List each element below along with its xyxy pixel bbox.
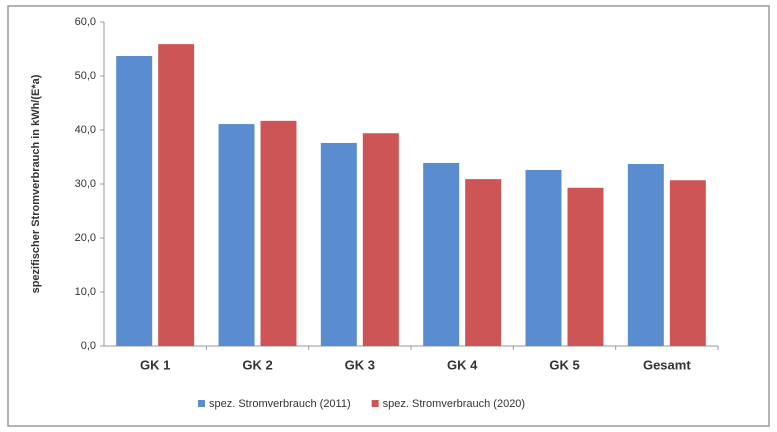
bar (627, 164, 664, 346)
y-tick-label: 10,0 (75, 286, 96, 298)
y-axis-label: spezifischer Stromverbrauch in kWh/(E*a) (30, 74, 42, 293)
bar (320, 142, 357, 346)
x-tick-label: GK 1 (140, 357, 170, 372)
bar (158, 44, 195, 346)
x-tick-label: GK 3 (345, 357, 375, 372)
bar (423, 162, 460, 346)
bar (567, 187, 604, 346)
legend-swatch (198, 400, 205, 407)
y-tick-label: 30,0 (75, 178, 96, 190)
legend-label: spez. Stromverbrauch (2020) (383, 398, 525, 410)
y-tick-label: 20,0 (75, 232, 96, 244)
y-tick-label: 50,0 (75, 70, 96, 82)
x-tick-label: Gesamt (643, 357, 691, 372)
bar (218, 124, 255, 346)
bar (465, 179, 502, 346)
bar (669, 180, 706, 346)
x-tick-label: GK 5 (549, 357, 579, 372)
legend-label: spez. Stromverbrauch (2011) (209, 398, 351, 410)
y-tick-label: 60,0 (75, 16, 96, 28)
legend-swatch (371, 400, 379, 407)
bar (116, 56, 153, 347)
x-tick-label: GK 4 (447, 357, 478, 372)
y-tick-label: 0,0 (81, 340, 96, 352)
x-tick-label: GK 2 (242, 357, 272, 372)
bar (260, 120, 297, 346)
bar (362, 133, 399, 346)
y-tick-label: 40,0 (75, 124, 96, 136)
bar (525, 169, 562, 346)
